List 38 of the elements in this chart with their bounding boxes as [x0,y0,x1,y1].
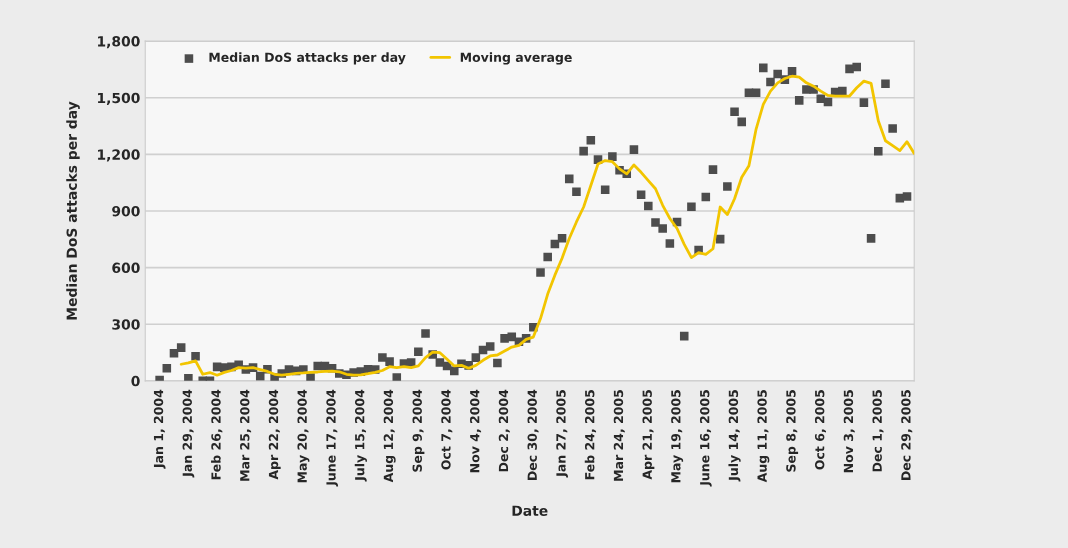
x-tick-label: Dec 2, 2004 [498,389,510,472]
legend-label: Median DoS attacks per day [209,52,406,65]
x-tick-label: Mar 25, 2004 [240,389,252,481]
y-tick-label: 1,200 [98,149,140,162]
x-tick-label: Jan 1, 2004 [153,389,166,469]
y-tick-label: 0 [131,375,140,387]
x-tick-label: Sep 8, 2005 [786,390,799,472]
x-tick-label: Aug 12, 2004 [383,389,396,483]
x-tick-label: Dec 30, 2004 [527,389,539,480]
x-axis-title: Date [512,505,548,516]
x-tick-label: Apr 21, 2005 [642,390,655,480]
y-tick-label: 600 [112,262,140,274]
y-tick-label: 1,800 [98,36,140,49]
x-tick-label: June 16, 2005 [699,390,712,487]
x-tick-label: Feb 24, 2005 [584,390,597,480]
x-tick-label: Mar 24, 2005 [613,390,625,481]
x-tick-label: Sep 9, 2004 [412,389,425,472]
legend-label: Moving average [460,52,572,65]
x-tick-label: Nov 4, 2004 [470,389,482,473]
x-tick-label: July 15, 2004 [354,389,367,482]
y-tick-label: 900 [112,205,140,217]
y-tick-label: 300 [112,319,140,330]
y-axis-title: Median DoS attacks per day [66,101,80,320]
x-tick-label: Jan 29, 2004 [182,389,195,478]
x-tick-label: Dec 29, 2005 [901,390,913,480]
x-tick-label: Apr 22, 2004 [268,389,281,480]
x-tick-label: June 17, 2004 [326,389,339,487]
x-tick-label: Nov 3, 2005 [843,390,855,473]
x-tick-label: May 19, 2005 [671,390,684,483]
x-tick-label: Feb 26, 2004 [211,389,223,480]
x-tick-label: May 20, 2004 [297,389,310,483]
x-tick-label: Oct 7, 2004 [441,389,453,470]
y-tick-label: 1,500 [98,92,140,105]
x-tick-label: Oct 6, 2005 [814,390,827,470]
x-tick-label: July 14, 2005 [728,390,741,482]
x-tick-label: Jan 27, 2005 [556,390,569,478]
x-tick-label: Aug 11, 2005 [757,390,770,483]
x-tick-label: Dec 1, 2005 [872,390,884,472]
